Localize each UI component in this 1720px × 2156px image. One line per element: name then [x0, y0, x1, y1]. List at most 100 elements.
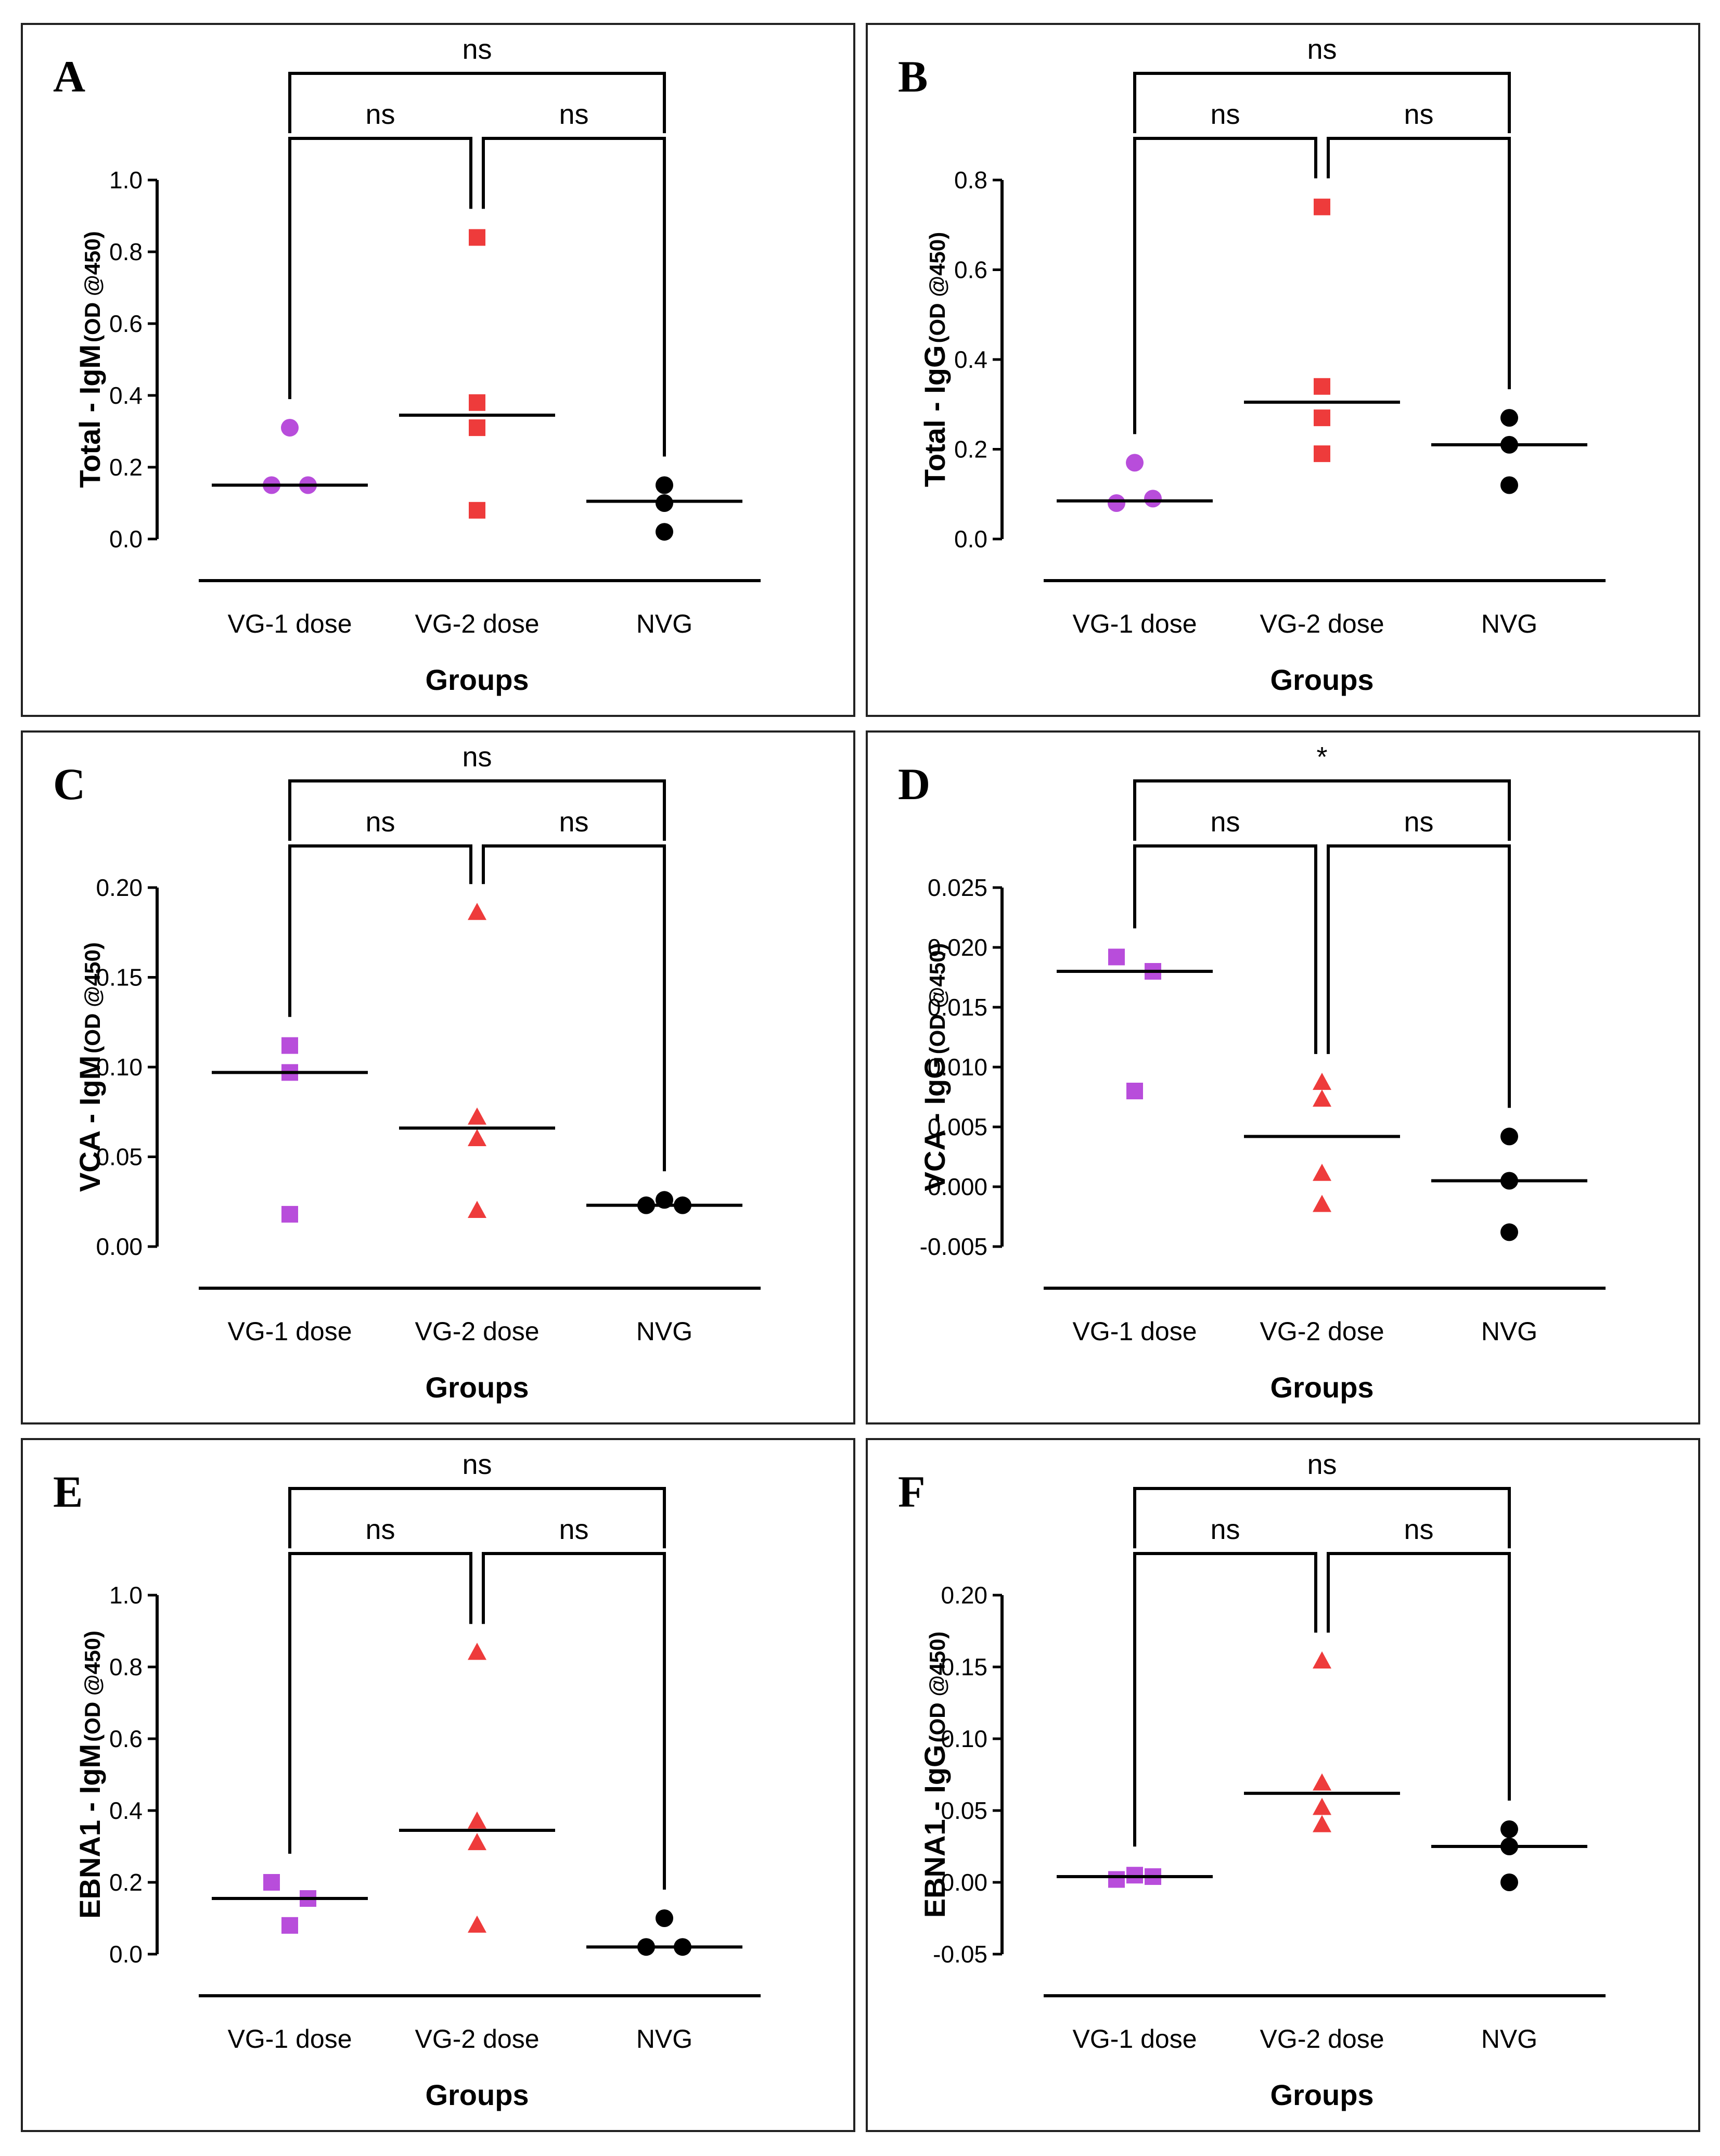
x-tick-label: VG-1 dose	[227, 1317, 352, 1346]
panel-frame	[866, 1438, 1700, 2132]
y-tick-label: 0.2	[109, 1869, 143, 1896]
significance-bracket	[1133, 137, 1317, 434]
y-tick-label: 0.15	[96, 964, 143, 991]
significance-bracket	[1327, 1552, 1511, 1801]
data-point-vg-2-dose	[1313, 1798, 1331, 1815]
y-axis-label-main: EBNA1 - IgG	[918, 1744, 951, 1918]
significance-bracket	[1133, 72, 1511, 133]
x-axis-label: Groups	[1270, 2078, 1374, 2111]
data-point-vg-2-dose	[469, 394, 485, 411]
significance-bracket	[288, 779, 666, 841]
data-point-vg-2-dose	[469, 229, 485, 246]
x-tick-label: NVG	[1481, 609, 1537, 638]
x-tick-label: VG-2 dose	[1260, 1317, 1384, 1346]
data-point-vg-1-dose	[1126, 1083, 1143, 1099]
data-point-nvg	[1500, 1820, 1518, 1838]
data-point-nvg	[1500, 1223, 1518, 1241]
data-point-vg-2-dose	[1313, 1195, 1331, 1212]
data-point-vg-1-dose	[281, 1037, 298, 1054]
y-tick-label: 0.4	[109, 1797, 143, 1824]
y-axis-label: EBNA1 - IgG (OD @450)	[918, 1632, 951, 1918]
y-tick-label: 0.000	[928, 1173, 987, 1200]
x-axis-label: Groups	[1270, 663, 1374, 696]
significance-bracket	[1133, 1552, 1317, 1847]
y-tick-label: 0.15	[941, 1653, 987, 1680]
data-point-nvg	[656, 494, 673, 512]
data-point-vg-2-dose	[468, 1129, 486, 1146]
significance-label: ns	[365, 1514, 395, 1545]
y-axis-label-unit: (OD @450)	[925, 943, 949, 1055]
data-point-nvg	[656, 476, 673, 494]
x-axis-label: Groups	[425, 2078, 529, 2111]
data-point-vg-2-dose	[1313, 1773, 1331, 1791]
y-tick-label: 0.00	[96, 1233, 143, 1260]
significance-label: ns	[365, 806, 395, 838]
data-point-vg-1-dose	[1108, 494, 1125, 512]
y-tick-label: 0.020	[928, 934, 987, 961]
data-point-vg-2-dose	[1313, 1163, 1331, 1181]
panel-frame	[866, 23, 1700, 717]
panel-c: C 0.00 0.05 0.10 0.15 0.20 VCA - IgM (OD @450)…	[21, 730, 855, 1424]
data-point-vg-1-dose	[281, 1917, 298, 1934]
significance-label: ns	[365, 99, 395, 130]
y-tick-label: 0.005	[928, 1113, 987, 1140]
x-tick-label: NVG	[1481, 2024, 1537, 2054]
data-point-vg-1-dose	[263, 1874, 280, 1891]
x-tick-label: VG-2 dose	[1260, 2024, 1384, 2054]
data-point-vg-2-dose	[1314, 445, 1330, 463]
significance-bracket	[482, 844, 666, 1172]
x-tick-label: NVG	[1481, 1317, 1537, 1346]
data-point-nvg	[1500, 409, 1518, 427]
significance-bracket	[482, 1552, 666, 1890]
data-point-vg-2-dose	[1313, 1089, 1331, 1107]
panel-d: D -0.005 0.000 0.005 0.010 0.015 0.020 0.025 VCA…	[866, 730, 1700, 1424]
y-tick-label: 0.015	[928, 994, 987, 1021]
y-axis-label-main: Total - IgG	[918, 345, 951, 487]
y-tick-label: 0.6	[109, 1725, 143, 1752]
panel-frame	[21, 23, 855, 717]
significance-label: ns	[1210, 99, 1240, 130]
significance-label: ns	[1307, 1449, 1337, 1480]
data-point-vg-2-dose	[468, 1811, 486, 1829]
data-point-vg-1-dose	[1108, 1871, 1125, 1888]
y-tick-label: 1.0	[109, 1582, 143, 1609]
significance-label: ns	[1210, 806, 1240, 838]
data-point-nvg	[1500, 1127, 1518, 1146]
data-point-vg-2-dose	[468, 1201, 486, 1218]
data-point-vg-1-dose	[1126, 454, 1144, 472]
y-tick-label: 0.2	[109, 454, 143, 481]
significance-bracket	[1133, 779, 1511, 841]
y-tick-label: 0.010	[928, 1054, 987, 1081]
x-tick-label: NVG	[636, 1317, 692, 1346]
significance-label: ns	[559, 1514, 588, 1545]
significance-label: ns	[1307, 34, 1337, 65]
data-point-vg-1-dose	[281, 419, 299, 437]
data-point-vg-2-dose	[1313, 1072, 1331, 1090]
y-tick-label: 0.00	[941, 1869, 987, 1896]
data-point-vg-2-dose	[468, 1107, 486, 1125]
x-tick-label: VG-1 dose	[227, 609, 352, 638]
y-axis-label-main: VCA - IgM	[73, 1056, 106, 1192]
data-point-vg-1-dose	[281, 1205, 298, 1223]
y-tick-label: 0.05	[96, 1144, 143, 1171]
x-tick-label: NVG	[636, 2024, 692, 2054]
x-tick-label: VG-2 dose	[1260, 609, 1384, 638]
y-tick-label: 0.10	[96, 1054, 143, 1081]
y-axis-label-unit: (OD @450)	[80, 1631, 105, 1742]
panel-frame	[866, 730, 1700, 1424]
panel-letter: A	[53, 52, 85, 101]
data-point-vg-2-dose	[468, 1642, 486, 1660]
y-tick-label: 0.025	[928, 874, 987, 901]
y-tick-label: 0.2	[954, 436, 987, 463]
x-tick-label: VG-2 dose	[415, 2024, 539, 2054]
y-tick-label: 0.4	[109, 382, 143, 409]
y-axis-label-main: EBNA1 - IgM	[73, 1744, 106, 1919]
x-tick-label: VG-1 dose	[1072, 609, 1197, 638]
data-point-vg-2-dose	[1313, 1815, 1331, 1832]
y-axis-label: VCA - IgG (OD @450)	[918, 943, 951, 1191]
y-axis-label: VCA - IgM (OD @450)	[73, 942, 106, 1192]
data-point-vg-2-dose	[1313, 1651, 1331, 1669]
y-tick-label: 0.8	[109, 1653, 143, 1680]
panel-frame	[21, 730, 855, 1424]
